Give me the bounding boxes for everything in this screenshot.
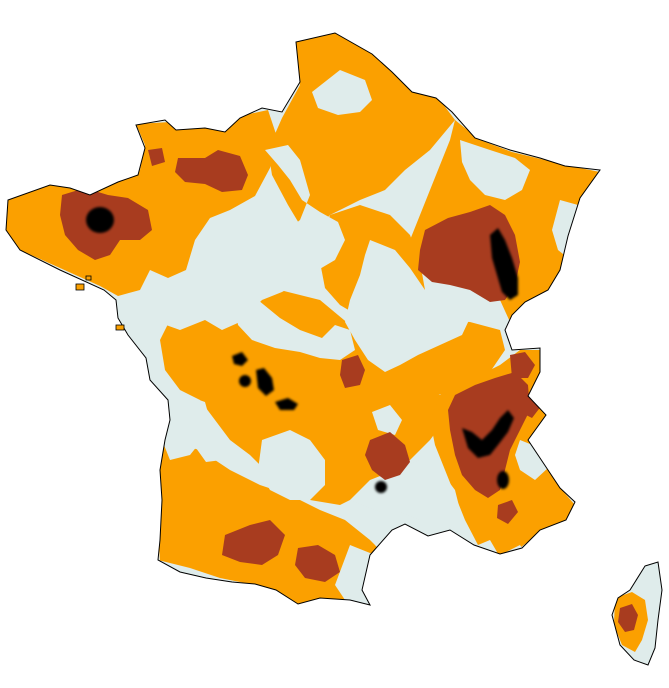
hotspot-rhone (462, 410, 514, 458)
hotspot-lorraine (490, 228, 518, 300)
very-high-level-zones (86, 207, 518, 493)
zone-north (268, 33, 455, 230)
hotspot-limousin-2 (239, 375, 251, 387)
patch-paris-basin (140, 145, 345, 330)
patch-charente (196, 428, 228, 462)
high-small-alsace (510, 352, 535, 378)
hotspot-limousin-3 (256, 368, 274, 396)
island-2 (115, 324, 125, 331)
patch-small-2 (372, 405, 402, 435)
patch-limousin (258, 430, 325, 500)
high-small-south (497, 500, 518, 524)
corsica-high (618, 604, 638, 632)
patch-champagne (312, 70, 372, 115)
patch-massif-central (350, 460, 460, 530)
patch-loire (235, 300, 355, 360)
hotspot-rhone-south (497, 471, 509, 489)
atlantic-islands (75, 275, 125, 331)
mainland-outline (5, 32, 601, 606)
hotspot-brittany (86, 207, 114, 233)
island-1 (75, 283, 85, 291)
patch-ardennes (460, 140, 530, 200)
corsica (611, 561, 663, 666)
high-small-normandy-2 (148, 148, 165, 166)
high-lorraine (418, 205, 520, 302)
patch-center-north (345, 240, 470, 372)
high-small-auvergne (340, 355, 365, 388)
hotspot-massif (375, 481, 387, 493)
mainland-france (5, 32, 601, 606)
high-midi (295, 545, 340, 582)
high-provence-west (365, 432, 410, 480)
high-aquitaine (222, 520, 285, 565)
patch-bretagne-south (120, 300, 152, 345)
corsica-outline (611, 561, 663, 666)
hotspot-limousin-4 (275, 398, 298, 410)
island-3 (85, 275, 92, 281)
hotspot-limousin-1 (232, 352, 248, 366)
high-normandy (175, 150, 248, 192)
